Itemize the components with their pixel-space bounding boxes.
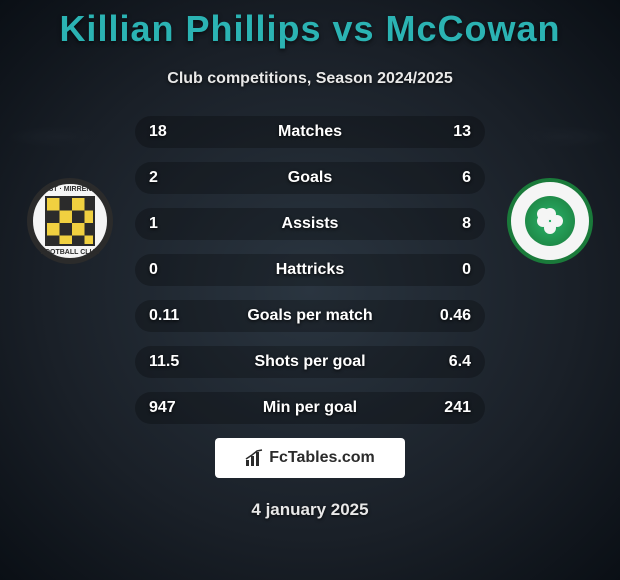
clover-icon: [537, 208, 563, 234]
crest-right: [507, 178, 593, 264]
stat-row: 2 Goals 6: [135, 162, 485, 194]
crest-right-inner: [525, 196, 575, 246]
stat-label: Min per goal: [197, 399, 423, 417]
page-title: Killian Phillips vs McCowan: [0, 0, 620, 50]
stat-label: Goals: [197, 169, 423, 187]
stat-label: Matches: [197, 123, 423, 141]
crest-left-checker: [45, 196, 95, 246]
date-text: 4 january 2025: [0, 500, 620, 520]
stat-right-value: 241: [423, 399, 471, 417]
stat-right-value: 6: [423, 169, 471, 187]
stat-row: 11.5 Shots per goal 6.4: [135, 346, 485, 378]
stat-label: Shots per goal: [197, 353, 423, 371]
stat-right-value: 13: [423, 123, 471, 141]
stat-label: Hattricks: [197, 261, 423, 279]
stats-table: 18 Matches 13 2 Goals 6 1 Assists 8 0 Ha…: [135, 116, 485, 424]
stat-right-value: 6.4: [423, 353, 471, 371]
stat-row: 18 Matches 13: [135, 116, 485, 148]
stat-left-value: 11.5: [149, 353, 197, 371]
stat-label: Goals per match: [197, 307, 423, 325]
stat-row: 0 Hattricks 0: [135, 254, 485, 286]
stat-left-value: 1: [149, 215, 197, 233]
crest-left-label-bottom: FOOTBALL CLUB: [33, 249, 107, 256]
crest-left-label-top: ST · MIRREN: [33, 186, 107, 193]
footer-brand-box: FcTables.com: [215, 438, 405, 478]
chart-icon: [245, 449, 263, 467]
stat-left-value: 947: [149, 399, 197, 417]
crest-shadow-right: [508, 126, 612, 148]
stat-left-value: 18: [149, 123, 197, 141]
stat-right-value: 0: [423, 261, 471, 279]
stat-right-value: 8: [423, 215, 471, 233]
stat-label: Assists: [197, 215, 423, 233]
stat-left-value: 0.11: [149, 307, 197, 325]
crest-shadow-left: [8, 126, 112, 148]
footer-brand-text: FcTables.com: [269, 449, 375, 467]
stat-left-value: 0: [149, 261, 197, 279]
stat-row: 1 Assists 8: [135, 208, 485, 240]
stat-row: 0.11 Goals per match 0.46: [135, 300, 485, 332]
stat-right-value: 0.46: [423, 307, 471, 325]
stat-left-value: 2: [149, 169, 197, 187]
subtitle: Club competitions, Season 2024/2025: [0, 70, 620, 88]
crest-left: ST · MIRREN FOOTBALL CLUB: [27, 178, 113, 264]
stat-row: 947 Min per goal 241: [135, 392, 485, 424]
